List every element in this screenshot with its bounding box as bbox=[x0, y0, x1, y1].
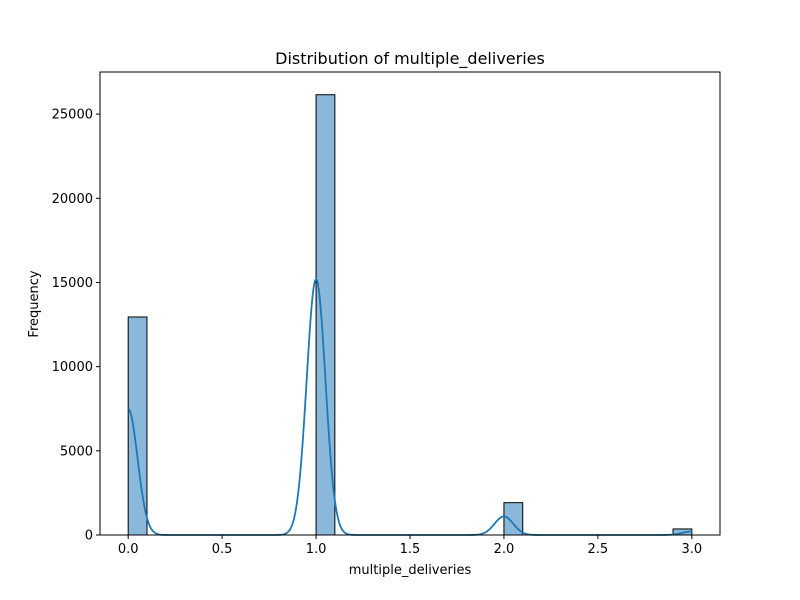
y-tick-label: 5000 bbox=[60, 444, 93, 459]
y-axis-label: Frequency bbox=[27, 270, 42, 337]
x-tick-label: 0.5 bbox=[212, 542, 233, 557]
y-tick-label: 25000 bbox=[52, 108, 93, 123]
x-tick-label: 3.0 bbox=[681, 542, 702, 557]
x-tick-label: 1.5 bbox=[400, 542, 421, 557]
y-tick-label: 10000 bbox=[52, 360, 93, 375]
x-axis-label: multiple_deliveries bbox=[349, 563, 472, 578]
x-tick-label: 1.0 bbox=[306, 542, 327, 557]
y-tick-label: 15000 bbox=[52, 276, 93, 291]
x-tick-label: 0.0 bbox=[118, 542, 139, 557]
x-tick-label: 2.5 bbox=[588, 542, 609, 557]
x-tick-label: 2.0 bbox=[494, 542, 515, 557]
y-tick-label: 20000 bbox=[52, 192, 93, 207]
y-tick-label: 0 bbox=[85, 529, 93, 544]
plot-area: 0.0 0.5 1.0 1.5 2.0 2.5 3.0 0 5000 10000 15000 2000… bbox=[52, 71, 721, 557]
chart-title: Distribution of multiple_deliveries bbox=[275, 49, 545, 69]
